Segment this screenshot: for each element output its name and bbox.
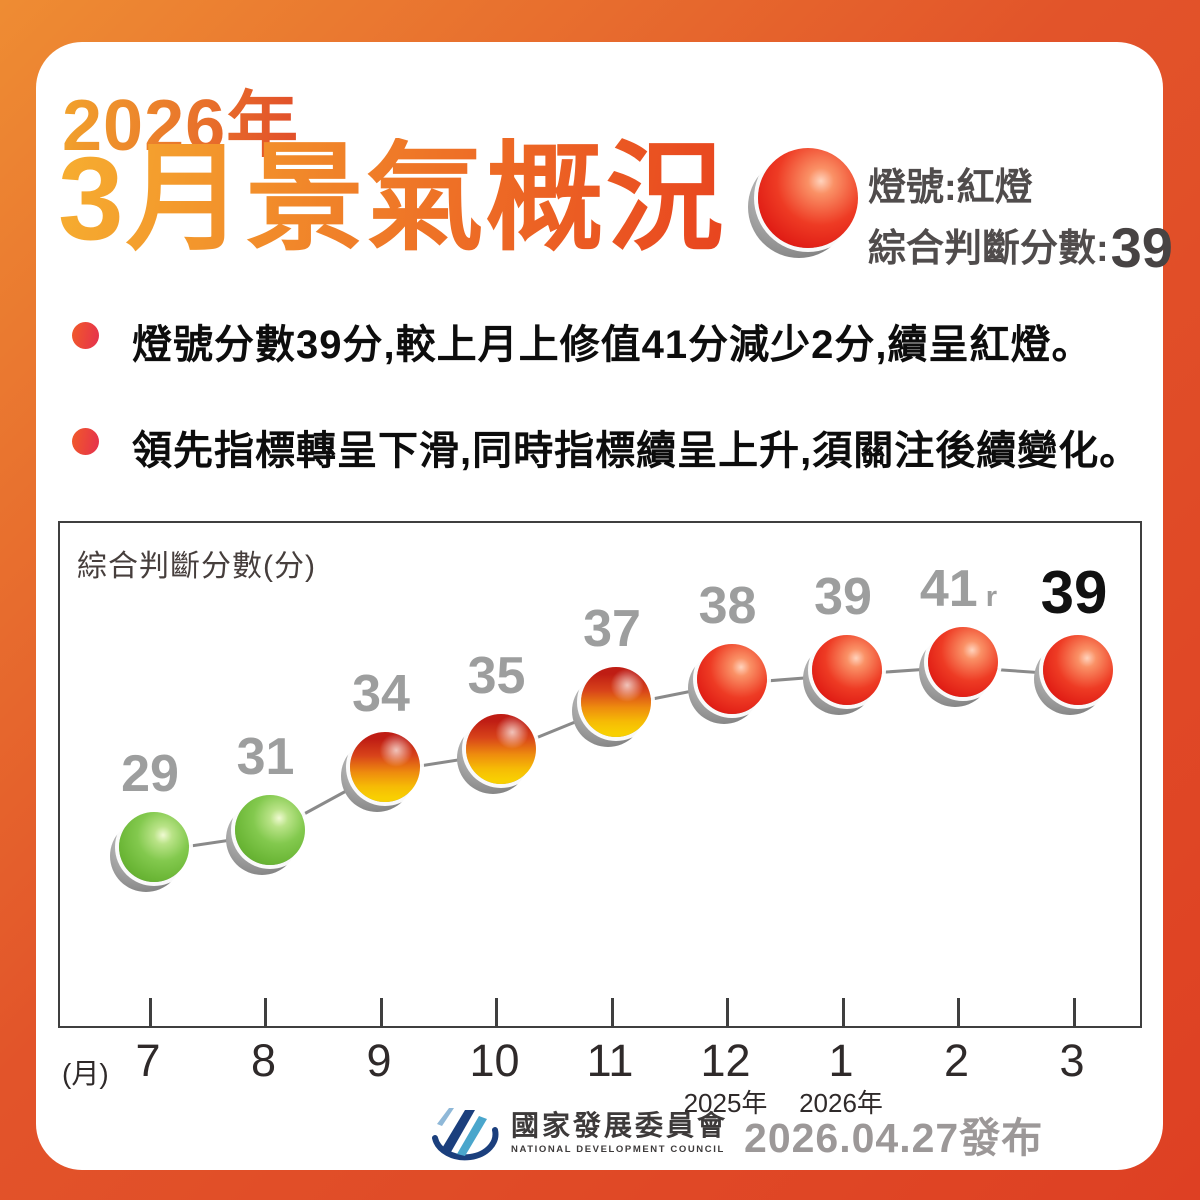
ball-sphere [234,795,305,865]
x-axis-month-label: 8 [250,1035,277,1086]
data-point-value: 41 r [919,560,998,618]
chart-plot: 29 31 34 35 37 38 39 41 r 39 [60,523,1140,1026]
data-point-value: 39 [814,568,872,626]
data-point-value: 37 [583,600,641,658]
footer: 國家發展委員會 NATIONAL DEVELOPMENT COUNCIL 202… [427,1104,1043,1164]
x-axis-month-label: 7 [135,1035,161,1086]
x-axis-tick [610,998,614,1026]
score-line: 綜合判斷分數: 39 [868,216,1173,280]
red-light-icon [748,148,858,258]
publish-date: 2026.04.27發布 [744,1115,1044,1161]
ball-sphere [1043,635,1113,705]
page-title: 3月景氣概況 [58,133,726,265]
ball-sphere [927,627,998,697]
data-point-ball [1034,635,1114,715]
bullet-dot-icon [72,428,99,455]
status-block: 燈號:紅燈 綜合判斷分數: 39 [868,156,1173,280]
x-axis-month-label: 11 [586,1035,634,1086]
data-point-ball [918,627,999,707]
x-axis-tick [264,998,267,1026]
data-point-value: 39 [1040,559,1108,626]
x-axis-month-label: 3 [1059,1035,1085,1086]
org-name-en: NATIONAL DEVELOPMENT COUNCIL [511,1144,725,1156]
x-axis-tick [148,998,152,1026]
light-status-text: 燈號:紅燈 [868,167,1033,209]
x-axis-labels: 7 8 9 10 11 12 2025年 1 2026年 2 3 [58,1035,1142,1116]
ball-sphere [812,635,882,705]
ndc-logo-icon [432,1108,499,1161]
bullet-dot-icon [72,322,99,349]
x-axis-tick [379,998,383,1026]
x-axis-tick [957,998,960,1026]
bullet-text: 燈號分數39分,較上月上修值41分減少2分,續呈紅燈。 [132,323,1093,367]
bullet-text: 領先指標轉呈下滑,同時指標續呈上升,須關注後續變化。 [132,429,1141,473]
ball-sphere [581,667,651,737]
score-value: 39 [1110,216,1173,280]
x-axis-month-label: 1 [828,1035,854,1086]
light-sphere [758,148,858,248]
revised-suffix: r [977,581,998,613]
data-point-value: 38 [698,577,757,635]
x-axis-tick [1072,998,1076,1026]
data-point-value: 31 [236,728,295,786]
x-axis-month-label: 12 [700,1035,751,1086]
bullet-item: 領先指標轉呈下滑,同時指標續呈上升,須關注後續變化。 [72,418,1140,476]
x-axis-unit-label: (月) [62,1058,109,1089]
x-axis-tick [841,998,845,1026]
data-point-value: 34 [352,665,410,723]
chart-ylabel: 綜合判斷分數(分) [77,550,316,583]
x-axis-year-label: 2025年 [683,1088,768,1118]
x-axis-month-label: 10 [469,1035,520,1086]
org-name-zh: 國家發展委員會 [511,1111,729,1143]
data-point-ball [110,812,190,892]
org-name-block: 國家發展委員會 NATIONAL DEVELOPMENT COUNCIL [511,1113,728,1155]
data-point-ball [456,714,537,794]
title-year: 2026年 [62,66,299,171]
ball-sphere [465,714,536,784]
x-axis-tick [726,998,729,1026]
data-point-ball [803,635,883,715]
ball-sphere [350,732,420,802]
data-point-value: 29 [121,745,179,803]
data-point-value: 35 [467,647,526,705]
score-label: 綜合判斷分數: [868,228,1109,270]
chart-box: 綜合判斷分數(分) 29 31 34 35 37 38 39 41 r 39 [58,521,1142,1028]
x-axis-month-label: 2 [943,1035,970,1086]
data-point-ball [572,667,652,747]
data-point-ball [225,795,306,875]
bullet-item: 燈號分數39分,較上月上修值41分減少2分,續呈紅燈。 [72,312,1092,370]
ball-sphere [119,812,189,882]
x-axis-year-label: 2026年 [799,1088,883,1118]
data-point-ball [687,644,768,724]
x-axis-tick [495,998,498,1026]
data-point-ball [341,732,421,812]
x-axis-month-label: 9 [366,1035,392,1086]
ball-sphere [696,644,767,714]
